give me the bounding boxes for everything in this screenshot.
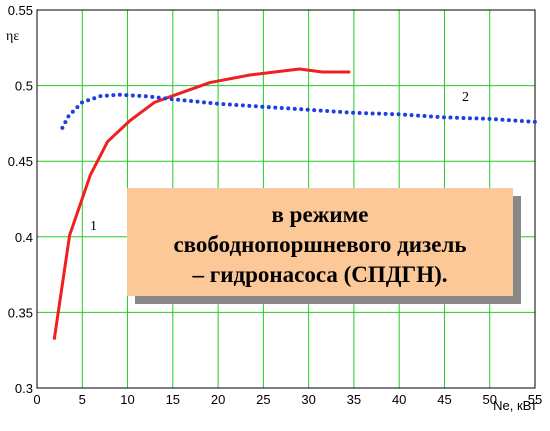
x-tick-label: 25 <box>256 392 270 407</box>
x-tick-label: 10 <box>120 392 134 407</box>
series-line <box>52 67 351 340</box>
y-tick-label: 0.35 <box>8 305 33 320</box>
annotation-text: в режиме <box>272 202 369 227</box>
annotation-text: свободнопоршневого дизель <box>173 232 466 257</box>
y-axis-label: ηε <box>6 29 19 44</box>
series-line <box>60 92 537 130</box>
curve-label: 1 <box>90 219 97 234</box>
annotation-box <box>127 188 513 296</box>
x-axis-label: Ne, кВт <box>493 398 537 413</box>
x-tick-label: 40 <box>392 392 406 407</box>
y-tick-label: 0.4 <box>15 230 33 245</box>
annotation-text: – гидронасоса (СПДГН). <box>192 262 448 287</box>
x-tick-label: 0 <box>33 392 40 407</box>
x-tick-label: 5 <box>79 392 86 407</box>
x-tick-label: 55 <box>528 392 542 407</box>
y-tick-label: 0.45 <box>8 154 33 169</box>
x-tick-label: 45 <box>437 392 451 407</box>
y-tick-label: 0.5 <box>15 79 33 94</box>
x-tick-label: 15 <box>166 392 180 407</box>
y-tick-label: 0.55 <box>8 3 33 18</box>
x-tick-label: 30 <box>301 392 315 407</box>
plot-frame <box>36 9 536 389</box>
curve-label: 2 <box>462 90 469 105</box>
y-tick-label: 0.3 <box>15 381 33 396</box>
x-tick-label: 50 <box>482 392 496 407</box>
x-tick-label: 20 <box>211 392 225 407</box>
x-tick-label: 35 <box>347 392 361 407</box>
